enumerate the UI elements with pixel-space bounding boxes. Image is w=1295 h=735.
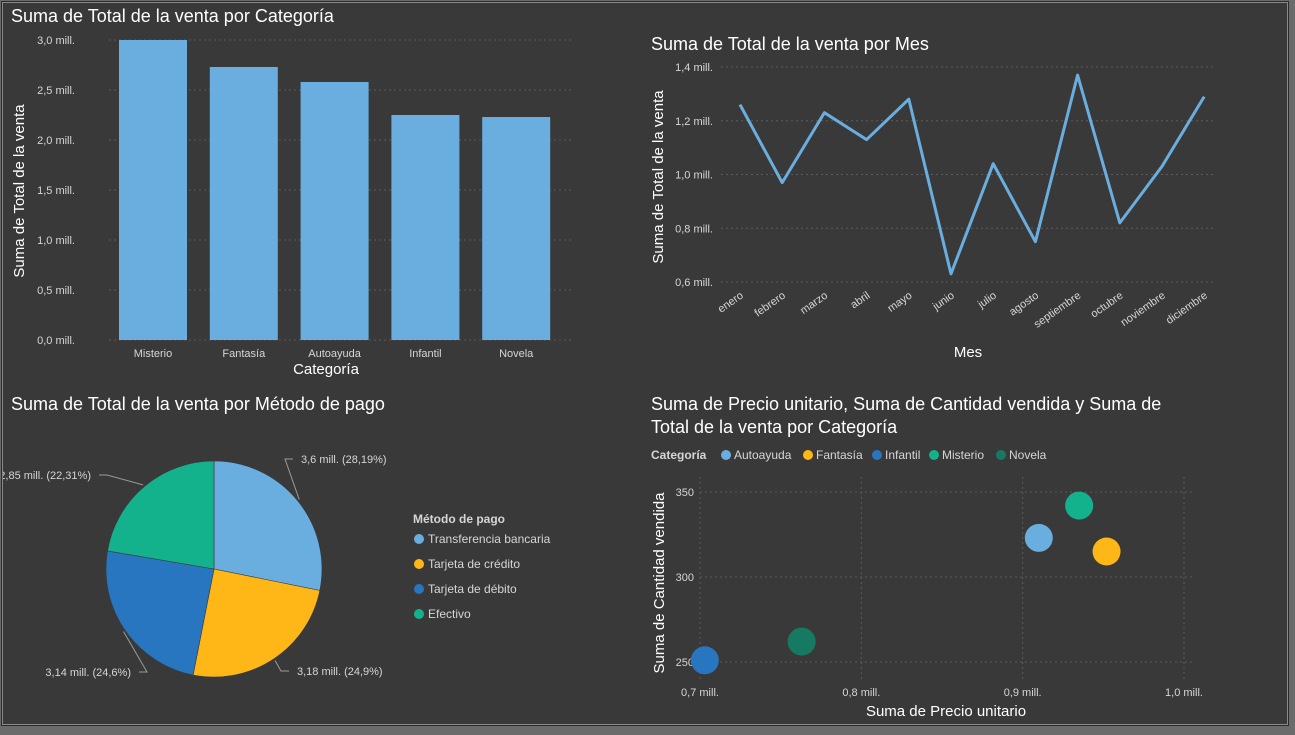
scatter-legend-label: Misterio xyxy=(942,448,984,462)
scatter-y-axis-title: Suma de Cantidad vendida xyxy=(651,492,668,674)
scatter-legend-title: Categoría xyxy=(651,448,707,462)
bar-misterio xyxy=(119,40,187,340)
scatter-y-tick-label: 350 xyxy=(676,487,694,499)
line-y-tick-label: 1,4 mill. xyxy=(675,62,713,74)
line-x-tick-label: octubre xyxy=(1089,290,1126,321)
pie-legend-label: Transferencia bancaria xyxy=(428,532,551,546)
pie-data-label: 3,6 mill. (28,19%) xyxy=(301,454,387,466)
pie-slice-debito xyxy=(105,550,215,676)
pie-legend-marker-credito xyxy=(414,559,424,569)
bar-y-tick-label: 2,0 mill. xyxy=(37,135,75,147)
line-series-total-venta xyxy=(738,73,1206,276)
scatter-point-fantasia xyxy=(1092,537,1121,566)
pie-chart-title: Suma de Total de la venta por Método de … xyxy=(11,394,385,414)
scatter-y-tick-label: 300 xyxy=(676,572,694,584)
scatter-legend-marker-autoayuda xyxy=(721,450,731,460)
scatter-chart-title-line-1: Suma de Precio unitario, Suma de Cantida… xyxy=(651,394,1161,414)
bar-y-tick-label: 1,0 mill. xyxy=(37,235,75,247)
line-x-tick-label: julio xyxy=(975,290,999,312)
pie-legend-marker-efectivo xyxy=(414,609,424,619)
line-y-tick-label: 1,0 mill. xyxy=(675,170,713,182)
scatter-chart-title-line-2: Total de la venta por Categoría xyxy=(651,417,898,437)
bar-y-tick-label: 0,0 mill. xyxy=(37,335,75,347)
pie-data-label: 2,85 mill. (22,31%) xyxy=(3,470,91,482)
pie-slice-efectivo xyxy=(107,460,215,570)
pie-legend-label: Tarjeta de débito xyxy=(428,582,517,596)
pie-legend-label: Efectivo xyxy=(428,607,471,621)
bar-chart-x-axis-title: Categoría xyxy=(293,361,360,378)
pie-leader-line xyxy=(99,474,144,486)
scatter-legend-label: Infantil xyxy=(885,448,920,462)
scatter-legend-label: Fantasía xyxy=(816,448,863,462)
line-x-tick-label: febrero xyxy=(752,290,787,320)
pie-leader-line xyxy=(284,458,300,500)
scatter-legend-label: Autoayuda xyxy=(734,448,792,462)
line-y-tick-label: 1,2 mill. xyxy=(675,116,713,128)
bar-y-tick-label: 0,5 mill. xyxy=(37,285,75,297)
bar-y-tick-label: 3,0 mill. xyxy=(37,35,75,47)
bar-y-tick-label: 1,5 mill. xyxy=(37,185,75,197)
scatter-point-autoayuda xyxy=(1024,523,1053,552)
scatter-y-tick-label: 250 xyxy=(676,657,694,669)
pie-data-label: 3,14 mill. (24,6%) xyxy=(45,667,131,679)
line-x-tick-label: diciembre xyxy=(1164,290,1210,327)
line-x-tick-label: enero xyxy=(716,290,746,316)
scatter-x-tick-label: 0,8 mill. xyxy=(842,687,880,699)
line-y-tick-label: 0,6 mill. xyxy=(675,277,713,289)
bar-x-tick-label: Infantil xyxy=(409,348,441,360)
pie-legend-label: Tarjeta de crédito xyxy=(428,557,520,571)
line-x-tick-label: marzo xyxy=(798,290,830,317)
scatter-legend-marker-infantil xyxy=(872,450,882,460)
bar-autoayuda xyxy=(300,82,369,340)
scatter-legend-marker-misterio xyxy=(929,450,939,460)
pie-data-label: 3,18 mill. (24,9%) xyxy=(297,666,383,678)
scatter-legend-marker-novela xyxy=(996,450,1006,460)
line-x-tick-label: noviembre xyxy=(1119,290,1168,329)
pie-legend-marker-debito xyxy=(414,584,424,594)
bar-fantasía xyxy=(209,67,278,340)
scatter-point-infantil xyxy=(690,646,719,675)
line-y-tick-label: 0,8 mill. xyxy=(675,223,713,235)
bar-chart-y-axis-title: Suma de Total de la venta xyxy=(11,104,28,278)
bar-x-tick-label: Fantasía xyxy=(222,348,266,360)
scatter-x-tick-label: 1,0 mill. xyxy=(1165,687,1203,699)
scatter-chart-visual[interactable]: Suma de Precio unitario, Suma de Cantida… xyxy=(651,394,1203,720)
bar-x-tick-label: Autoayuda xyxy=(308,348,361,360)
scatter-x-tick-label: 0,9 mill. xyxy=(1004,687,1042,699)
pie-legend-marker-transferencia xyxy=(414,534,424,544)
line-x-tick-label: abril xyxy=(848,290,872,312)
bar-chart-title: Suma de Total de la venta por Categoría xyxy=(11,6,335,26)
pie-slice-credito xyxy=(192,568,321,678)
line-chart-y-axis-title: Suma de Total de la venta xyxy=(650,90,667,264)
pie-slice-transferencia xyxy=(213,460,323,591)
line-chart-title: Suma de Total de la venta por Mes xyxy=(651,34,929,54)
scatter-point-novela xyxy=(787,627,816,656)
pie-leader-line xyxy=(123,631,148,673)
dashboard-svg: Suma de Total de la venta por Categoría … xyxy=(3,6,1213,720)
bar-x-tick-label: Novela xyxy=(499,348,534,360)
bar-chart-visual[interactable]: Suma de Total de la venta por Categoría … xyxy=(11,6,573,378)
line-x-tick-label: agosto xyxy=(1007,290,1041,319)
line-chart-visual[interactable]: Suma de Total de la venta por Mes 0,6 mi… xyxy=(650,34,1213,361)
pie-legend-title: Método de pago xyxy=(413,512,505,526)
line-x-tick-label: mayo xyxy=(886,290,915,315)
scatter-point-misterio xyxy=(1065,491,1094,520)
bar-infantil xyxy=(391,115,460,340)
scatter-x-tick-label: 0,7 mill. xyxy=(681,687,719,699)
bar-y-tick-label: 2,5 mill. xyxy=(37,85,75,97)
pie-chart-visual[interactable]: Suma de Total de la venta por Método de … xyxy=(3,394,551,679)
report-canvas: Suma de Total de la venta por Categoría … xyxy=(2,2,1288,725)
bar-novela xyxy=(482,117,551,340)
scatter-legend-label: Novela xyxy=(1009,448,1047,462)
scatter-x-axis-title: Suma de Precio unitario xyxy=(866,703,1026,720)
line-x-tick-label: septiembre xyxy=(1032,290,1083,331)
pie-leader-line xyxy=(274,660,289,672)
line-x-tick-label: junio xyxy=(930,290,957,314)
bar-x-tick-label: Misterio xyxy=(134,348,173,360)
scatter-legend-marker-fantasia xyxy=(803,450,813,460)
line-chart-x-axis-title: Mes xyxy=(954,344,982,361)
